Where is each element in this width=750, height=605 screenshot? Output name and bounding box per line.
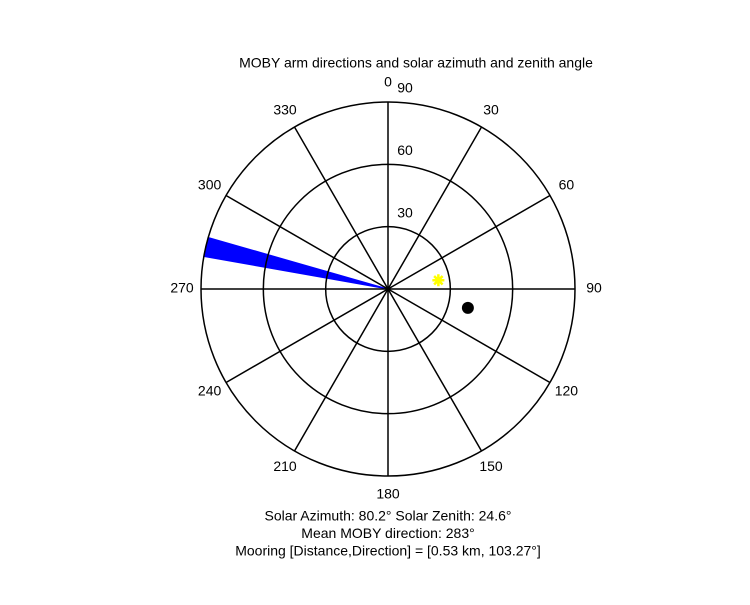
annotation: Mean MOBY direction: 283° [301,525,474,541]
annotation: Mooring [Distance,Direction] = [0.53 km,… [235,543,541,559]
angular-grid-line [225,288,389,384]
angular-grid-line [225,194,389,290]
angular-grid-line [293,126,389,290]
theta-tick-label: 150 [479,458,503,474]
theta-tick-label: 270 [170,280,194,296]
angular-grid-line [387,288,551,384]
angular-grid-line [293,288,389,452]
theta-tick-label: 0 [384,74,392,90]
angular-grid-line [387,194,551,290]
theta-tick-label: 210 [273,458,297,474]
chart-title: MOBY arm directions and solar azimuth an… [239,55,593,71]
solar-position [432,274,445,287]
r-tick-label: 30 [397,204,413,220]
theta-tick-label: 30 [483,101,499,117]
theta-tick-label: 90 [586,280,602,296]
annotation: Solar Azimuth: 80.2° Solar Zenith: 24.6° [265,508,512,524]
angular-grid-line [387,126,483,290]
theta-tick-label: 180 [376,486,400,502]
theta-tick-label: 120 [555,383,579,399]
moby-wedge [203,236,389,290]
theta-tick-label: 240 [198,383,222,399]
r-tick-label: 60 [397,142,413,158]
theta-tick-label: 300 [198,177,222,193]
mooring-position [461,301,474,314]
r-tick-label: 90 [397,80,413,96]
angular-grid-line [387,288,483,452]
theta-tick-label: 60 [559,177,575,193]
theta-tick-label: 330 [273,101,297,117]
